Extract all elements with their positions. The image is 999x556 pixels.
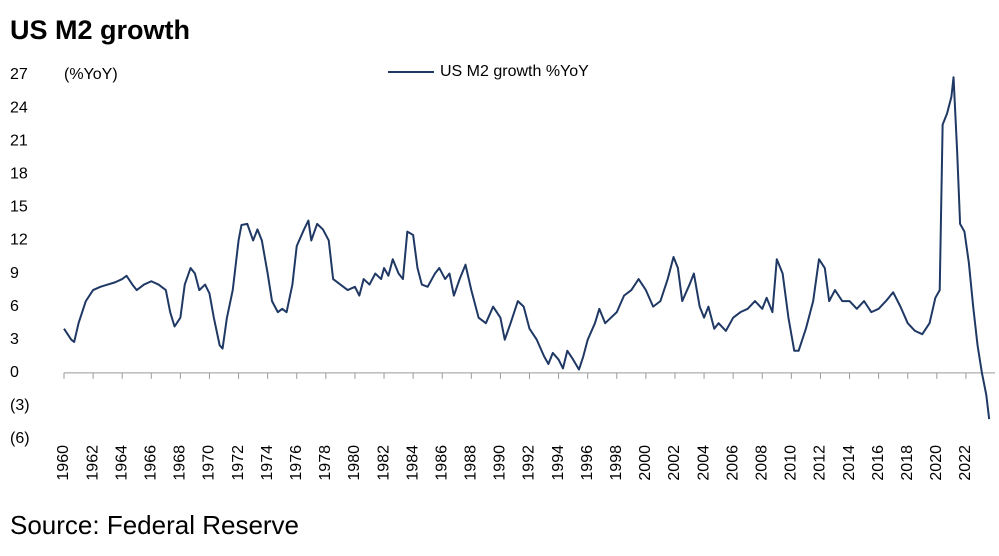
y-tick-label: 9 — [10, 265, 19, 282]
chart-title: US M2 growth — [10, 15, 190, 45]
y-tick-label: 21 — [10, 132, 28, 149]
x-tick-label: 1968 — [172, 445, 189, 481]
x-tick-label: 2008 — [753, 445, 770, 481]
x-tick-label: 2016 — [870, 445, 887, 481]
y-tick-label: 27 — [10, 66, 28, 83]
y-tick-label: 0 — [10, 364, 19, 381]
series-line — [63, 76, 991, 420]
x-tick-label: 1984 — [404, 445, 421, 481]
x-tick-label: 1960 — [55, 445, 72, 481]
x-tick-label: 2018 — [899, 445, 916, 481]
x-tick-label: 1986 — [433, 445, 450, 481]
x-tick-label: 1978 — [317, 445, 334, 481]
x-tick-label: 1990 — [492, 445, 509, 481]
y-tick-label: 12 — [10, 232, 28, 249]
y-tick-label: (3) — [10, 397, 30, 414]
x-tick-label: 1994 — [550, 445, 567, 481]
x-tick-label: 2002 — [666, 445, 683, 481]
x-tick-label: 1982 — [375, 445, 392, 481]
x-tick-label: 1970 — [201, 445, 218, 481]
x-tick-label: 2012 — [812, 445, 829, 481]
x-tick-label: 1964 — [113, 445, 130, 481]
x-tick-label: 1996 — [579, 445, 596, 481]
y-tick-label: 15 — [10, 199, 28, 216]
x-tick-label: 1980 — [346, 445, 363, 481]
y-tick-label: (6) — [10, 430, 30, 447]
x-tick-label: 2014 — [841, 445, 858, 481]
x-tick-label: 2022 — [957, 445, 974, 481]
x-tick-label: 1988 — [463, 445, 480, 481]
y-tick-label: 6 — [10, 298, 19, 315]
x-tick-label: 2010 — [783, 445, 800, 481]
x-tick-label: 1998 — [608, 445, 625, 481]
x-tick-label: 2004 — [695, 445, 712, 481]
x-tick-label: 2000 — [637, 445, 654, 481]
legend-label: US M2 growth %YoY — [440, 63, 589, 80]
x-tick-label: 2006 — [724, 445, 741, 481]
source: Source: Federal Reserve — [10, 510, 299, 540]
x-tick-label: 1962 — [84, 445, 101, 481]
y-tick-label: 18 — [10, 165, 28, 182]
x-tick-label: 1966 — [143, 445, 160, 481]
x-tick-label: 1974 — [259, 445, 276, 481]
x-tick-label: 2020 — [928, 445, 945, 481]
x-tick-label: 1972 — [230, 445, 247, 481]
y-axis-label: (%YoY) — [64, 66, 118, 83]
y-tick-label: 24 — [10, 99, 28, 116]
x-tick-label: 1976 — [288, 445, 305, 481]
y-tick-label: 3 — [10, 331, 19, 348]
x-tick-label: 1992 — [521, 445, 538, 481]
